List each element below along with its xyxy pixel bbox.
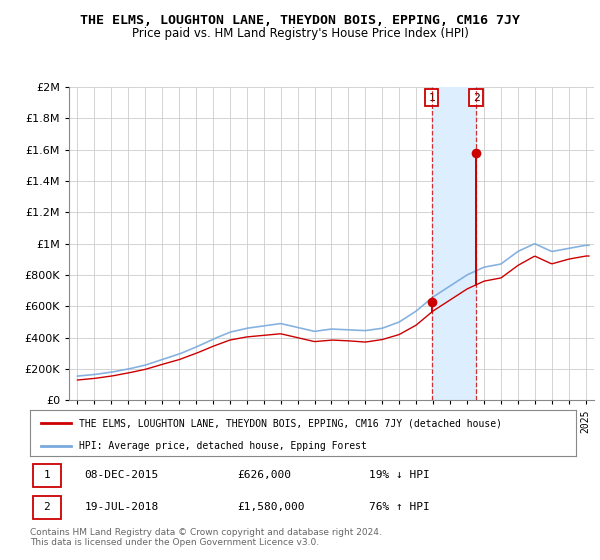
Text: 2: 2	[44, 502, 50, 512]
Text: 19% ↓ HPI: 19% ↓ HPI	[368, 470, 429, 480]
Text: 1: 1	[44, 470, 50, 480]
Text: 1: 1	[428, 93, 435, 103]
Text: £626,000: £626,000	[238, 470, 292, 480]
FancyBboxPatch shape	[33, 496, 61, 519]
Text: THE ELMS, LOUGHTON LANE, THEYDON BOIS, EPPING, CM16 7JY (detached house): THE ELMS, LOUGHTON LANE, THEYDON BOIS, E…	[79, 418, 502, 428]
Text: 19-JUL-2018: 19-JUL-2018	[85, 502, 159, 512]
Text: Contains HM Land Registry data © Crown copyright and database right 2024.
This d: Contains HM Land Registry data © Crown c…	[30, 528, 382, 547]
Text: HPI: Average price, detached house, Epping Forest: HPI: Average price, detached house, Eppi…	[79, 441, 367, 451]
Text: THE ELMS, LOUGHTON LANE, THEYDON BOIS, EPPING, CM16 7JY: THE ELMS, LOUGHTON LANE, THEYDON BOIS, E…	[80, 14, 520, 27]
Text: Price paid vs. HM Land Registry's House Price Index (HPI): Price paid vs. HM Land Registry's House …	[131, 27, 469, 40]
FancyBboxPatch shape	[33, 464, 61, 487]
Text: 08-DEC-2015: 08-DEC-2015	[85, 470, 159, 480]
Text: £1,580,000: £1,580,000	[238, 502, 305, 512]
Bar	[432, 87, 476, 400]
Text: 2: 2	[473, 93, 479, 103]
Text: 76% ↑ HPI: 76% ↑ HPI	[368, 502, 429, 512]
